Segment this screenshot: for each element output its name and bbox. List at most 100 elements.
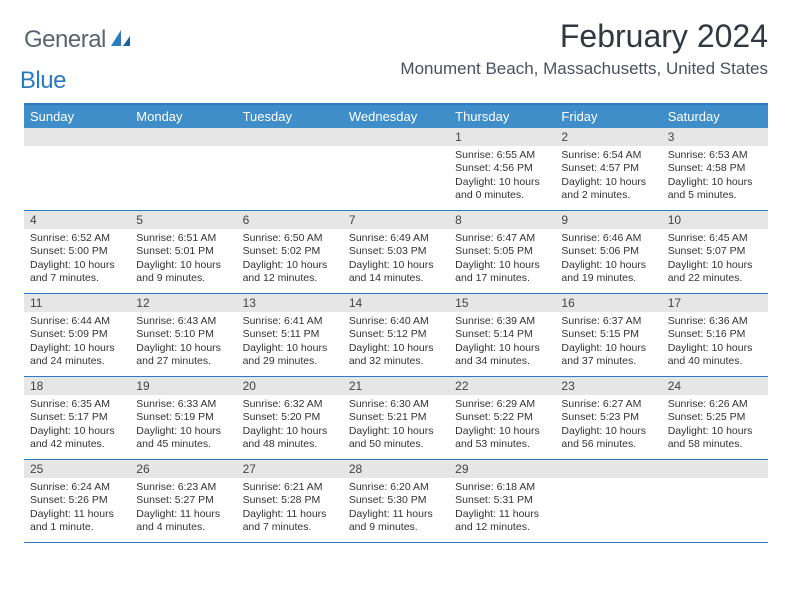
detail-line: Sunset: 5:07 PM: [668, 245, 762, 258]
detail-line: Sunset: 5:16 PM: [668, 328, 762, 341]
detail-line: Daylight: 10 hours: [561, 259, 655, 272]
day-details: Sunrise: 6:41 AMSunset: 5:11 PMDaylight:…: [237, 312, 343, 373]
detail-line: and 12 minutes.: [243, 272, 337, 285]
day-cell: 27Sunrise: 6:21 AMSunset: 5:28 PMDayligh…: [237, 460, 343, 542]
day-cell: 1Sunrise: 6:55 AMSunset: 4:56 PMDaylight…: [449, 128, 555, 210]
day-details: Sunrise: 6:51 AMSunset: 5:01 PMDaylight:…: [130, 229, 236, 290]
detail-line: Sunset: 5:30 PM: [349, 494, 443, 507]
day-details: Sunrise: 6:23 AMSunset: 5:27 PMDaylight:…: [130, 478, 236, 539]
day-number: 24: [662, 377, 768, 395]
detail-line: Sunrise: 6:45 AM: [668, 232, 762, 245]
day-number: 23: [555, 377, 661, 395]
day-cell: 20Sunrise: 6:32 AMSunset: 5:20 PMDayligh…: [237, 377, 343, 459]
detail-line: Daylight: 10 hours: [668, 259, 762, 272]
detail-line: Daylight: 10 hours: [243, 259, 337, 272]
detail-line: Sunset: 5:10 PM: [136, 328, 230, 341]
day-details: Sunrise: 6:54 AMSunset: 4:57 PMDaylight:…: [555, 146, 661, 207]
day-details: Sunrise: 6:35 AMSunset: 5:17 PMDaylight:…: [24, 395, 130, 456]
detail-line: Sunset: 5:17 PM: [30, 411, 124, 424]
day-cell: 13Sunrise: 6:41 AMSunset: 5:11 PMDayligh…: [237, 294, 343, 376]
detail-line: Sunset: 5:02 PM: [243, 245, 337, 258]
detail-line: Sunset: 5:05 PM: [455, 245, 549, 258]
day-cell: 28Sunrise: 6:20 AMSunset: 5:30 PMDayligh…: [343, 460, 449, 542]
day-details: Sunrise: 6:46 AMSunset: 5:06 PMDaylight:…: [555, 229, 661, 290]
detail-line: Sunrise: 6:32 AM: [243, 398, 337, 411]
detail-line: Daylight: 11 hours: [349, 508, 443, 521]
day-details: Sunrise: 6:20 AMSunset: 5:30 PMDaylight:…: [343, 478, 449, 539]
week-row: 18Sunrise: 6:35 AMSunset: 5:17 PMDayligh…: [24, 377, 768, 460]
detail-line: and 56 minutes.: [561, 438, 655, 451]
day-header-row: SundayMondayTuesdayWednesdayThursdayFrid…: [24, 105, 768, 128]
detail-line: Sunrise: 6:51 AM: [136, 232, 230, 245]
detail-line: Sunset: 5:22 PM: [455, 411, 549, 424]
detail-line: Sunrise: 6:23 AM: [136, 481, 230, 494]
detail-line: and 58 minutes.: [668, 438, 762, 451]
detail-line: Sunrise: 6:20 AM: [349, 481, 443, 494]
detail-line: Sunrise: 6:47 AM: [455, 232, 549, 245]
day-cell: 23Sunrise: 6:27 AMSunset: 5:23 PMDayligh…: [555, 377, 661, 459]
day-number: 20: [237, 377, 343, 395]
detail-line: Sunset: 5:12 PM: [349, 328, 443, 341]
day-header: Thursday: [449, 105, 555, 128]
day-number: 4: [24, 211, 130, 229]
detail-line: Daylight: 10 hours: [668, 342, 762, 355]
detail-line: Sunset: 5:20 PM: [243, 411, 337, 424]
detail-line: Sunset: 5:06 PM: [561, 245, 655, 258]
detail-line: Sunset: 5:23 PM: [561, 411, 655, 424]
day-cell: 19Sunrise: 6:33 AMSunset: 5:19 PMDayligh…: [130, 377, 236, 459]
day-cell: 16Sunrise: 6:37 AMSunset: 5:15 PMDayligh…: [555, 294, 661, 376]
day-number: 19: [130, 377, 236, 395]
detail-line: and 14 minutes.: [349, 272, 443, 285]
day-cell: 22Sunrise: 6:29 AMSunset: 5:22 PMDayligh…: [449, 377, 555, 459]
detail-line: Daylight: 10 hours: [455, 342, 549, 355]
day-number: 3: [662, 128, 768, 146]
week-row: 4Sunrise: 6:52 AMSunset: 5:00 PMDaylight…: [24, 211, 768, 294]
detail-line: Sunset: 5:25 PM: [668, 411, 762, 424]
detail-line: Sunset: 5:00 PM: [30, 245, 124, 258]
day-number: 12: [130, 294, 236, 312]
day-details: Sunrise: 6:37 AMSunset: 5:15 PMDaylight:…: [555, 312, 661, 373]
day-details: Sunrise: 6:21 AMSunset: 5:28 PMDaylight:…: [237, 478, 343, 539]
detail-line: Daylight: 11 hours: [30, 508, 124, 521]
detail-line: and 48 minutes.: [243, 438, 337, 451]
detail-line: Daylight: 10 hours: [30, 342, 124, 355]
detail-line: Daylight: 10 hours: [561, 176, 655, 189]
detail-line: Sunset: 4:56 PM: [455, 162, 549, 175]
day-cell: 15Sunrise: 6:39 AMSunset: 5:14 PMDayligh…: [449, 294, 555, 376]
detail-line: and 7 minutes.: [243, 521, 337, 534]
day-details: Sunrise: 6:24 AMSunset: 5:26 PMDaylight:…: [24, 478, 130, 539]
day-header: Monday: [130, 105, 236, 128]
day-number: 7: [343, 211, 449, 229]
day-details: Sunrise: 6:33 AMSunset: 5:19 PMDaylight:…: [130, 395, 236, 456]
day-number: 21: [343, 377, 449, 395]
day-cell: 9Sunrise: 6:46 AMSunset: 5:06 PMDaylight…: [555, 211, 661, 293]
detail-line: Sunrise: 6:30 AM: [349, 398, 443, 411]
day-cell: [555, 460, 661, 542]
logo-text-general: General: [24, 26, 106, 54]
logo-sail-icon: [110, 28, 132, 53]
day-details: Sunrise: 6:47 AMSunset: 5:05 PMDaylight:…: [449, 229, 555, 290]
detail-line: Sunset: 4:58 PM: [668, 162, 762, 175]
detail-line: Sunrise: 6:18 AM: [455, 481, 549, 494]
detail-line: and 27 minutes.: [136, 355, 230, 368]
day-details: Sunrise: 6:43 AMSunset: 5:10 PMDaylight:…: [130, 312, 236, 373]
detail-line: Sunrise: 6:55 AM: [455, 149, 549, 162]
day-details: Sunrise: 6:53 AMSunset: 4:58 PMDaylight:…: [662, 146, 768, 207]
detail-line: and 32 minutes.: [349, 355, 443, 368]
day-details: Sunrise: 6:26 AMSunset: 5:25 PMDaylight:…: [662, 395, 768, 456]
day-header: Saturday: [662, 105, 768, 128]
day-number: [237, 128, 343, 146]
detail-line: Daylight: 11 hours: [455, 508, 549, 521]
day-number: 10: [662, 211, 768, 229]
day-details: Sunrise: 6:40 AMSunset: 5:12 PMDaylight:…: [343, 312, 449, 373]
detail-line: Daylight: 10 hours: [30, 425, 124, 438]
day-number: [555, 460, 661, 478]
detail-line: Sunset: 5:01 PM: [136, 245, 230, 258]
detail-line: Sunset: 5:31 PM: [455, 494, 549, 507]
detail-line: Sunrise: 6:53 AM: [668, 149, 762, 162]
detail-line: Daylight: 10 hours: [243, 342, 337, 355]
day-header: Sunday: [24, 105, 130, 128]
day-number: 28: [343, 460, 449, 478]
detail-line: Sunrise: 6:29 AM: [455, 398, 549, 411]
detail-line: Daylight: 11 hours: [136, 508, 230, 521]
